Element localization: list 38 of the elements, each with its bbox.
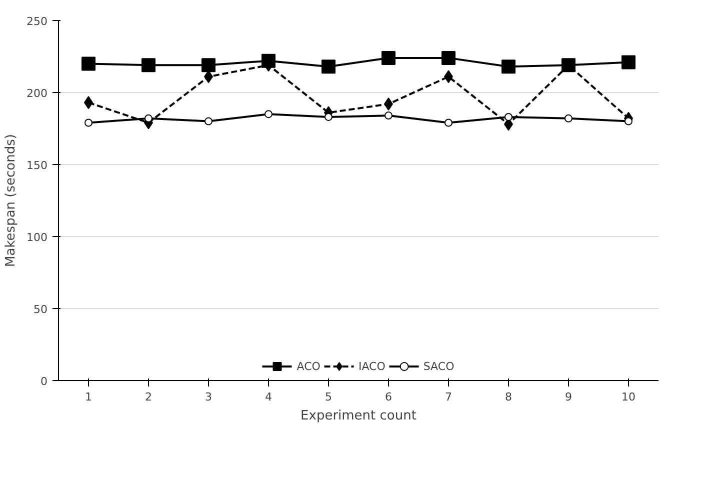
point: [504, 112, 512, 121]
x-axis-title: Experiment count: [300, 408, 416, 424]
y-tick-label: 50: [34, 303, 48, 316]
point: [382, 50, 396, 65]
point: [202, 58, 216, 72]
point: [204, 117, 212, 126]
x-tick-label: 1: [85, 390, 92, 404]
legend-label: IACO: [358, 360, 386, 372]
y-axis-title: Makespan (seconds): [4, 134, 19, 267]
point: [564, 114, 572, 122]
point: [322, 60, 336, 74]
point: [444, 118, 452, 127]
x-tick-label: 8: [505, 390, 512, 404]
x-tick-label: 3: [205, 390, 212, 404]
x-tick-label: 9: [565, 390, 572, 404]
point: [502, 60, 516, 74]
legend-label: SACO: [423, 360, 454, 372]
x-tick-label: 6: [385, 390, 392, 404]
point: [84, 118, 92, 127]
y-tick-label: 0: [40, 375, 48, 388]
point: [82, 56, 96, 71]
point: [624, 117, 632, 126]
point: [264, 110, 272, 118]
point: [384, 112, 392, 120]
x-tick-label: 4: [265, 390, 272, 404]
y-tick-label: 250: [26, 15, 48, 28]
point: [144, 114, 152, 122]
y-tick-label: 200: [26, 87, 48, 100]
y-tick-label: 100: [26, 231, 48, 244]
legend-label: ACO: [296, 360, 320, 372]
point: [442, 50, 456, 65]
point: [142, 58, 156, 72]
y-tick-label: 150: [26, 159, 48, 172]
x-tick-label: 5: [325, 390, 332, 404]
point: [622, 55, 636, 70]
x-tick-label: 2: [145, 390, 152, 404]
x-tick-label: 7: [445, 390, 452, 404]
x-tick-label: 10: [622, 390, 636, 404]
